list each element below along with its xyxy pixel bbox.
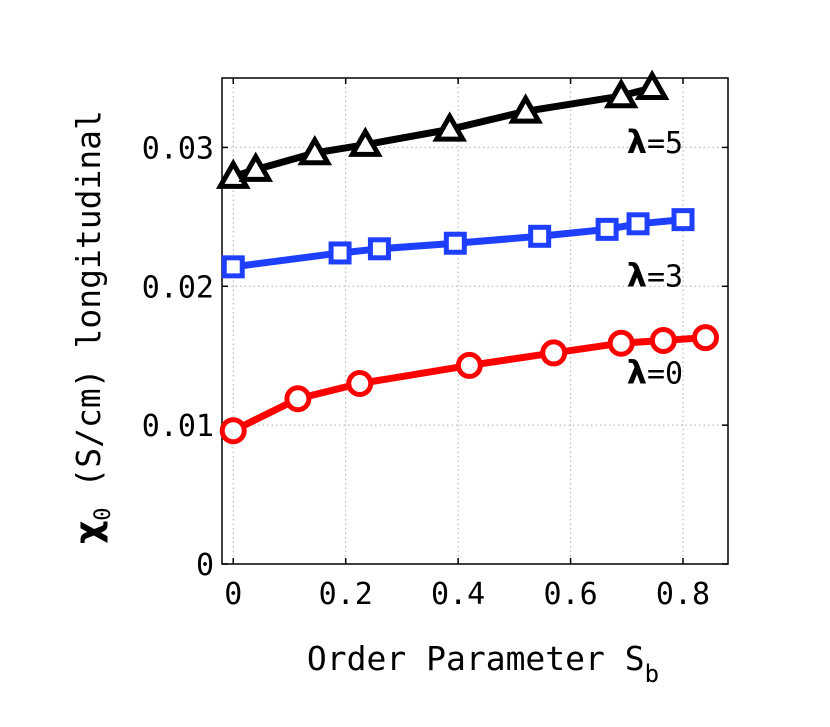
x-axis-label-subscript: b — [645, 660, 659, 688]
triangle-marker — [297, 134, 333, 166]
circle-marker — [540, 339, 568, 367]
x-tick-label: 0.8 — [656, 577, 710, 612]
triangle-marker — [348, 126, 383, 157]
x-tick-label: 0.4 — [431, 577, 485, 612]
plot-frame — [221, 77, 729, 565]
triangle-marker — [634, 69, 670, 100]
x-axis-label: Order Parameter Sb — [307, 639, 659, 688]
y-axis-label-rest: (S/cm) longitudinal — [69, 110, 108, 507]
circle-marker — [284, 385, 312, 413]
triangle-marker — [432, 111, 468, 142]
triangle-marker — [215, 158, 251, 189]
series — [215, 69, 670, 189]
y-axis-label-subscript: 0 — [91, 507, 116, 520]
circle-marker — [607, 329, 635, 357]
series-annotation: λ=3 — [627, 256, 683, 294]
square-marker — [595, 217, 619, 241]
annotations-layer: λ=5 λ=3 λ=0 — [627, 123, 683, 392]
square-marker — [328, 241, 352, 265]
square-marker — [626, 212, 650, 236]
triangle-marker — [508, 93, 543, 124]
series — [221, 208, 695, 279]
square-marker — [528, 224, 552, 248]
y-axis-label-symbol: χ — [68, 521, 109, 544]
circle-marker — [692, 324, 720, 352]
circle-marker — [649, 326, 677, 354]
ticks: 0 0.2 0.4 0.6 0.8 0 0.01 0.02 0.03 — [142, 78, 728, 612]
triangle-marker — [238, 151, 274, 182]
circle-marker — [455, 351, 483, 379]
series — [219, 324, 720, 445]
series-line — [232, 84, 654, 180]
square-marker — [367, 237, 391, 261]
y-tick-label: 0.01 — [142, 409, 214, 444]
y-tick-label: 0.02 — [142, 270, 214, 305]
y-tick-label: 0 — [196, 548, 214, 583]
series-annotation: λ=0 — [627, 353, 683, 391]
series-layer — [215, 69, 720, 445]
series-annotation: λ=5 — [627, 123, 683, 161]
x-tick-label: 0 — [224, 577, 242, 612]
circle-marker — [346, 369, 374, 397]
circle-marker — [219, 417, 247, 445]
x-tick-label: 0.6 — [543, 577, 597, 612]
x-tick-label: 0.2 — [319, 577, 373, 612]
y-axis-label: χ0 (S/cm) longitudinal — [68, 110, 116, 544]
x-axis-label-main: Order Parameter S — [307, 639, 645, 678]
y-tick-label: 0.03 — [142, 131, 214, 166]
triangle-marker — [603, 78, 639, 109]
square-marker — [443, 231, 467, 255]
square-marker — [221, 255, 245, 279]
square-marker — [671, 208, 695, 232]
